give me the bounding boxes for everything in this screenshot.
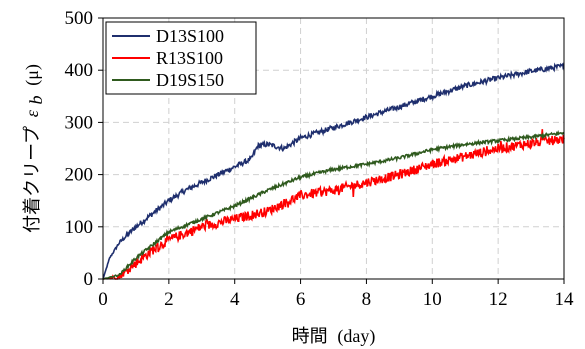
y-tick-label: 300: [65, 112, 94, 133]
x-tick-label: 6: [296, 289, 306, 310]
y-axis-symbol: ε: [22, 109, 42, 117]
series-lines: [102, 62, 565, 280]
x-axis-title: 時間 (day): [292, 326, 376, 347]
y-tick-label: 200: [65, 165, 94, 186]
x-tick-label: 0: [98, 289, 108, 310]
x-ticks: 0 2 4 6 8 10 12 14: [98, 279, 574, 310]
x-tick-label: 12: [489, 289, 508, 310]
x-tick-label: 10: [423, 289, 442, 310]
y-axis-label: 付着クリープ: [22, 126, 43, 233]
y-axis-unit: (μ): [22, 64, 43, 86]
plot-frame: [102, 17, 565, 280]
legend-label: R13S100: [156, 48, 223, 68]
series-line-r13s100: [103, 129, 565, 280]
series-line-d19s150: [102, 130, 565, 280]
x-tick-label: 14: [555, 289, 575, 310]
legend-label: D13S100: [156, 26, 224, 46]
y-tick-label: 400: [65, 60, 94, 81]
y-axis-title: 付着クリープ ε b (μ): [22, 64, 47, 233]
y-ticks: 0 100 200 300 400 500: [65, 8, 103, 290]
x-tick-label: 4: [230, 289, 240, 310]
x-axis-label: 時間: [292, 326, 328, 347]
x-tick-label: 2: [164, 289, 174, 310]
x-axis-unit: (day): [337, 326, 375, 347]
x-tick-label: 8: [362, 289, 372, 310]
legend-label: D19S150: [156, 70, 224, 90]
y-tick-label: 500: [65, 8, 94, 29]
y-axis-subscript: b: [26, 95, 46, 104]
y-tick-label: 100: [65, 217, 94, 238]
y-tick-label: 0: [84, 269, 94, 290]
series-line-d13s100: [102, 62, 565, 280]
